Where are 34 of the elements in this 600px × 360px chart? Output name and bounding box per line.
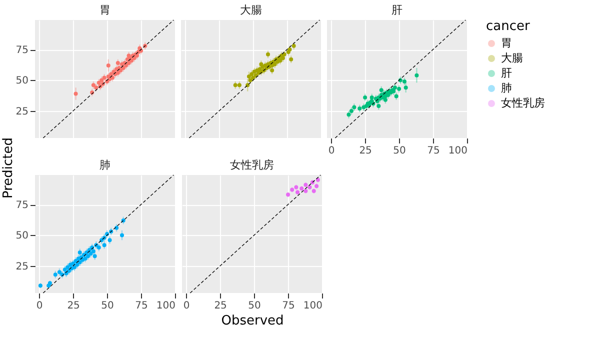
chart-title: 胃 (100, 4, 110, 17)
legend-label: 胃 (501, 36, 512, 50)
x-tick-label: 100 (303, 300, 322, 312)
x-tick-label: 75 (427, 146, 440, 156)
legend-label: 肺 (501, 82, 512, 94)
x-tick-label: 100 (448, 146, 468, 156)
x-tick-label: 75 (282, 300, 295, 312)
x-tick-label: 50 (101, 300, 114, 312)
x-tick-label: 50 (393, 146, 406, 156)
chart-title: 女性乳房 (230, 158, 274, 172)
x-tick-label: 0 (328, 146, 335, 156)
y-tick-label: 75 (16, 200, 28, 211)
x-tick-label: 75 (135, 300, 148, 312)
y-tick-label: 50 (16, 76, 28, 87)
y-tick-label: 75 (16, 45, 28, 56)
x-tick-label: 25 (359, 146, 372, 156)
chart-title: 肝 (392, 4, 402, 17)
x-tick-label: 100 (156, 300, 176, 312)
legend-title: cancer (486, 19, 530, 34)
y-axis-title: Predicted (1, 137, 16, 199)
x-tick-label: 25 (67, 300, 80, 312)
chart-title: 肺 (100, 158, 110, 172)
y-tick-label: 50 (16, 230, 28, 242)
x-tick-label: 25 (214, 300, 227, 312)
y-tick-label: 25 (16, 261, 28, 272)
legend-label: 女性乳房 (501, 96, 545, 110)
legend-label: 大腸 (501, 52, 523, 64)
chart-title: 大腸 (240, 4, 262, 17)
x-axis-title: Observed (221, 314, 284, 328)
y-tick-label: 25 (16, 106, 28, 118)
x-tick-label: 0 (183, 300, 190, 312)
x-tick-label: 50 (248, 300, 261, 312)
x-tick-label: 0 (36, 300, 43, 312)
legend-label: 肝 (501, 66, 512, 80)
